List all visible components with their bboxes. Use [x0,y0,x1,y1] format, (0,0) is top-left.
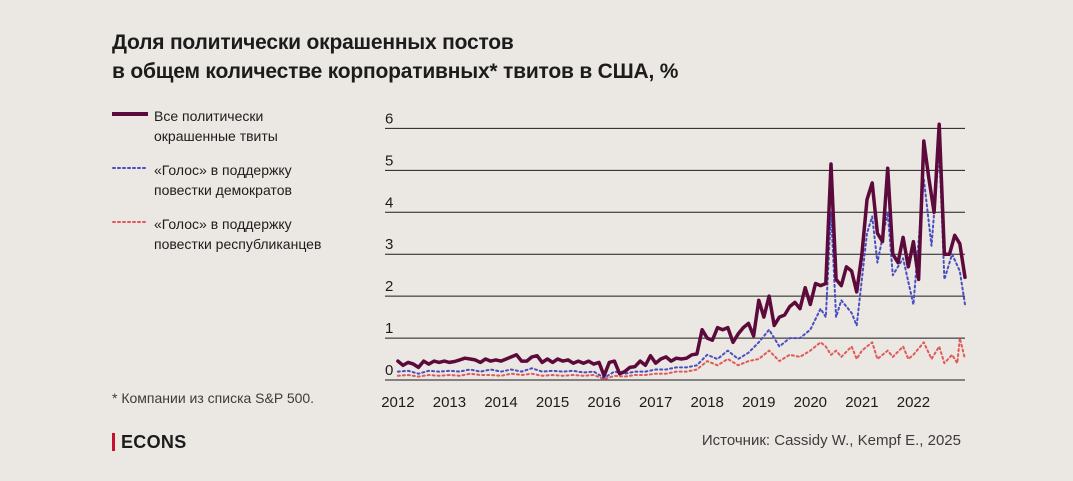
y-tick-label-5: 5 [385,152,393,169]
legend-label-rep: «Голос» в поддержку повестки республикан… [154,216,322,252]
x-tick-label-2022: 2022 [897,394,930,411]
legend-swatch-dem [112,167,148,169]
brand-logo: ECONS [112,430,187,454]
title-line-2: в общем количестве корпоративных* твитов… [112,60,679,83]
y-tick-label-3: 3 [385,236,393,253]
y-tick-label-0: 0 [385,362,393,379]
source-note: Источник: Cassidy W., Kempf E., 2025 [701,432,961,449]
brand-name: ECONS [121,431,187,452]
x-tick-label-2020: 2020 [794,394,827,411]
x-tick-label-2014: 2014 [484,394,517,411]
x-tick-label-2013: 2013 [433,394,466,411]
x-tick-label-2015: 2015 [536,394,569,411]
series-line-all [396,122,967,378]
x-tick-label-2021: 2021 [845,394,878,411]
series-line-rep [396,337,966,381]
y-tick-label-6: 6 [385,110,393,127]
legend-label-dem: «Голос» в поддержку повестки демократов [154,162,292,198]
brand-accent-bar [112,433,115,451]
y-tick-label-4: 4 [385,194,393,211]
series-line-dem [396,148,966,379]
legend-label-all: Все политически окрашенные твиты [154,108,278,144]
x-tick-label-2018: 2018 [691,394,724,411]
legend-swatch-solid [112,112,148,116]
x-tick-label-2017: 2017 [639,394,672,411]
y-tick-label-2: 2 [385,278,393,295]
x-tick-label-2012: 2012 [381,394,414,411]
legend-item-dem: «Голос» в поддержку повестки демократов [112,160,372,212]
legend: Все политически окрашенные твиты «Голос»… [112,106,372,268]
legend-swatch-rep [112,221,148,223]
y-tick-label-1: 1 [385,320,393,337]
legend-item-rep: «Голос» в поддержку повестки республикан… [112,214,372,266]
footnote: * Компании из списка S&P 500. [112,390,315,406]
x-tick-label-2016: 2016 [587,394,620,411]
chart-title: Доля политически окрашенных постов в общ… [112,28,872,86]
title-line-1: Доля политически окрашенных постов [112,31,514,54]
legend-item-all: Все политически окрашенные твиты [112,106,372,158]
x-tick-label-2019: 2019 [742,394,775,411]
